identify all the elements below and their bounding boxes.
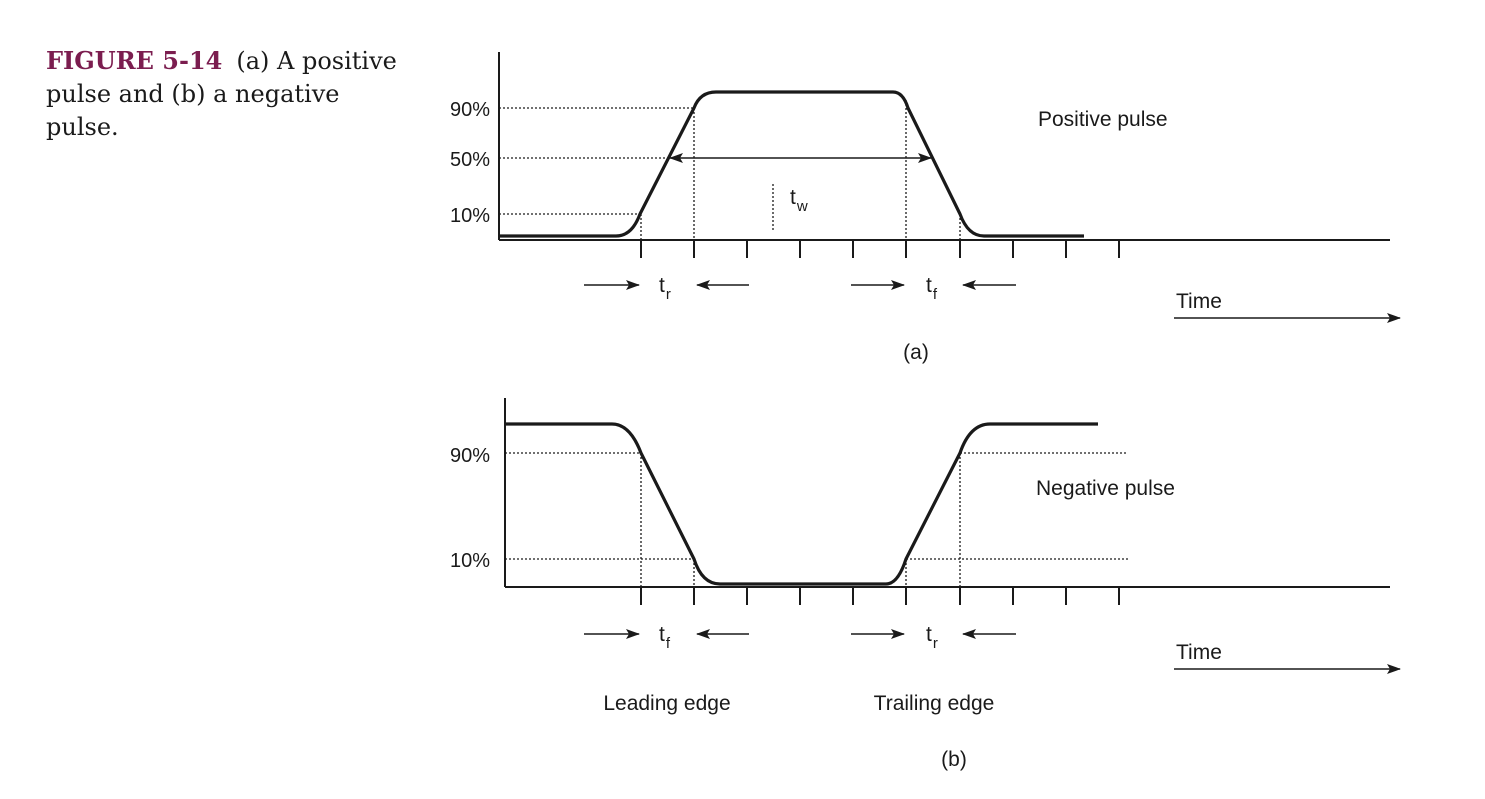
figure-label: FIGURE 5-14 xyxy=(46,46,223,75)
panel-a-label: (a) xyxy=(903,341,929,364)
panel-a-rise-time-label: tr xyxy=(659,274,671,303)
panel-b-rise-time-label: tr xyxy=(926,623,938,652)
positive-pulse-label: Positive pulse xyxy=(1038,108,1168,131)
panel-b-label: (b) xyxy=(941,748,967,771)
panel-b-label-10: 10% xyxy=(450,550,490,572)
panel-b-fall-time-label: tf xyxy=(659,623,671,652)
positive-pulse-waveform xyxy=(499,90,1084,238)
negative-pulse-label: Negative pulse xyxy=(1036,477,1175,500)
panel-a-fall-time-label: tf xyxy=(926,274,938,303)
panel-a-positive-pulse: 90% 50% 10% Positive pulse tw tr tf Time… xyxy=(450,52,1401,364)
leading-edge-label: Leading edge xyxy=(603,692,730,715)
panel-b-time-ticks xyxy=(640,587,1120,605)
figure-caption: FIGURE 5-14 (a) A positive pulse and (b) … xyxy=(46,44,418,144)
pulse-width-label: tw xyxy=(790,186,808,215)
figure-caption-text: (a) A positive pulse and (b) a negative … xyxy=(46,47,397,141)
panel-a-reference-lines xyxy=(499,100,961,240)
panel-a-time-ticks xyxy=(640,240,1120,258)
panel-b-label-90: 90% xyxy=(450,445,490,467)
panel-a-label-50: 50% xyxy=(450,149,490,171)
panel-b-negative-pulse: 90% 10% Negative pulse tf tr Time Leadin… xyxy=(450,398,1401,771)
negative-pulse-waveform xyxy=(505,422,1098,586)
panel-a-time-label: Time xyxy=(1176,290,1222,313)
panel-a-label-10: 10% xyxy=(450,205,490,227)
panel-b-reference-lines xyxy=(505,452,1128,587)
panel-a-label-90: 90% xyxy=(450,99,490,121)
trailing-edge-label: Trailing edge xyxy=(874,692,995,715)
panel-b-time-label: Time xyxy=(1176,641,1222,664)
